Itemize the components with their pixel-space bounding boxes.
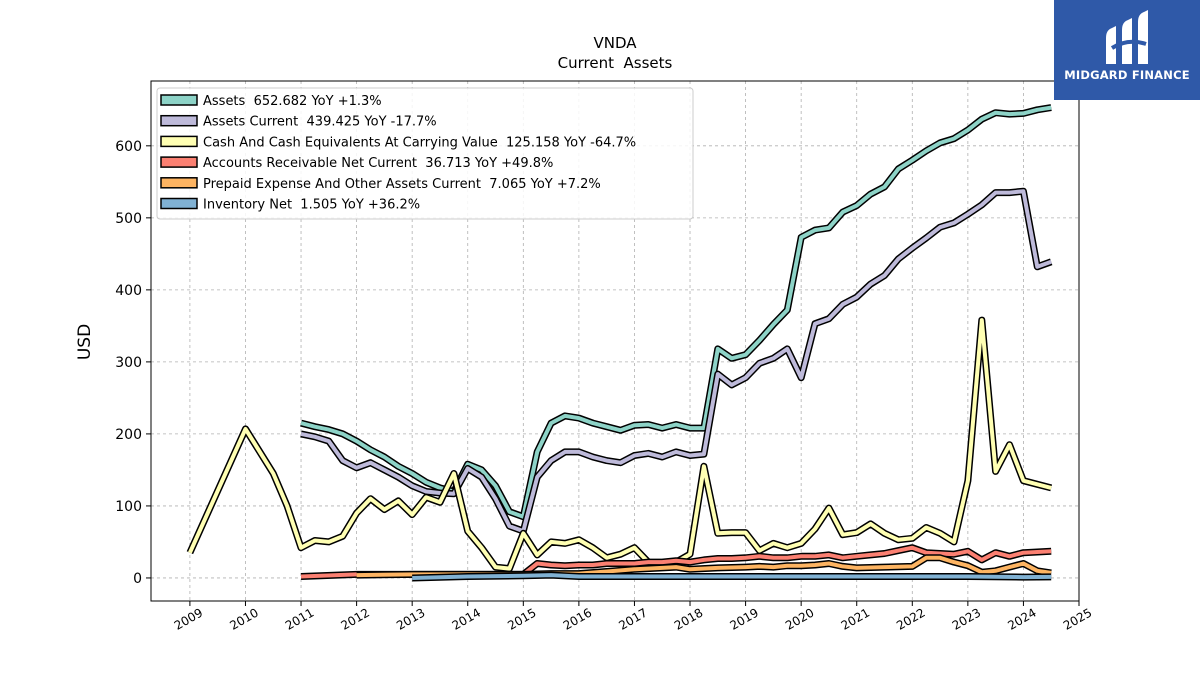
- legend-swatch-4: [160, 177, 198, 189]
- logo-text: MIDGARD FINANCE: [1064, 68, 1190, 82]
- legend-swatch-0: [160, 94, 198, 106]
- brand-logo: MIDGARD FINANCE: [1054, 0, 1200, 100]
- chart-subtitle: Current Assets: [558, 54, 673, 72]
- x-tick-label-8: 2017: [616, 605, 649, 632]
- legend-swatch-1: [160, 114, 198, 127]
- legend-swatch-5: [160, 197, 198, 210]
- x-tick-label-3: 2012: [339, 605, 372, 632]
- x-tick-label-5: 2014: [450, 605, 483, 632]
- y-tick-label-5: 500: [115, 211, 142, 227]
- x-tick-label-0: 2009: [172, 605, 205, 632]
- x-tick-label-16: 2025: [1061, 605, 1094, 632]
- series-line-0: [300, 105, 1052, 519]
- x-tick-label-9: 2018: [672, 605, 705, 632]
- x-tick-label-10: 2019: [727, 605, 760, 632]
- x-tick-label-13: 2022: [894, 605, 927, 632]
- x-tick-label-12: 2021: [839, 605, 872, 632]
- legend-box: [156, 87, 694, 220]
- legend-label-2: Cash And Cash Equivalents At Carrying Va…: [203, 135, 636, 150]
- x-tick-label-2: 2011: [283, 605, 316, 632]
- series-outline-1: [300, 187, 1053, 535]
- x-tick-label-15: 2024: [1005, 605, 1038, 632]
- legend-swatch-3: [160, 156, 198, 168]
- series-line-4: [356, 555, 1052, 578]
- y-tick-label-2: 200: [115, 427, 142, 443]
- legend-label-0: Assets 652.682 YoY +1.3%: [203, 94, 382, 109]
- y-tick-label-3: 300: [115, 355, 142, 371]
- y-tick-label-6: 600: [115, 139, 142, 155]
- series-line-2: [188, 318, 1052, 571]
- x-tick-label-6: 2015: [505, 605, 538, 632]
- legend-swatch-2: [160, 135, 198, 148]
- y-tick-label-0: 0: [133, 571, 142, 587]
- series-line-1: [300, 189, 1052, 534]
- y-tick-label-1: 100: [115, 499, 142, 515]
- y-axis-label: USD: [75, 324, 95, 360]
- logo-emblem-icon: [1106, 10, 1148, 64]
- x-tick-label-11: 2020: [783, 605, 816, 632]
- series-line-3: [300, 545, 1052, 579]
- legend-label-4: Prepaid Expense And Other Assets Current…: [203, 177, 601, 192]
- y-tick-label-4: 400: [115, 283, 142, 299]
- plot-frame: [150, 80, 1080, 602]
- legend-label-3: Accounts Receivable Net Current 36.713 Y…: [203, 156, 553, 171]
- legend-label-1: Assets Current 439.425 YoY -17.7%: [203, 115, 437, 130]
- x-tick-label-4: 2013: [394, 605, 427, 632]
- legend-label-5: Inventory Net 1.505 YoY +36.2%: [203, 198, 420, 213]
- series-line-5: [412, 573, 1052, 580]
- legend: Assets 652.682 YoY +1.3% Assets Current 4…: [156, 87, 694, 220]
- series-lines: [186, 104, 1053, 582]
- x-tick-label-7: 2016: [561, 605, 594, 632]
- x-tick-label-14: 2023: [950, 605, 983, 632]
- x-tick-label-1: 2010: [227, 605, 260, 632]
- chart-title: VNDA: [593, 34, 637, 52]
